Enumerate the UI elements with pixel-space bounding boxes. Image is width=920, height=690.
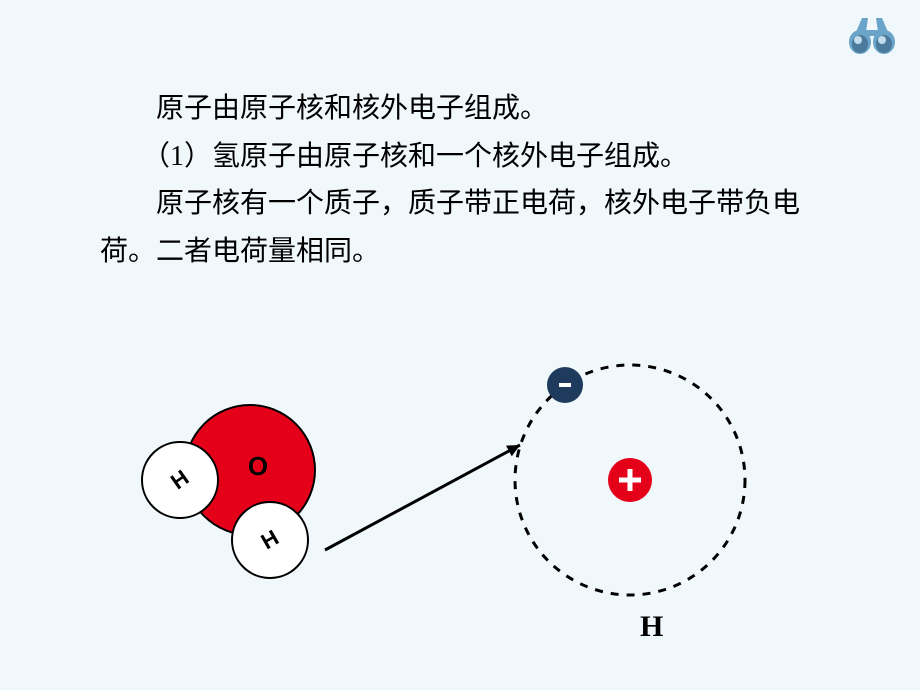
main-text: 原子由原子核和核外电子组成。 （1）氢原子由原子核和一个核外电子组成。 原子核有… [100,85,840,275]
binoculars-icon [846,12,898,62]
svg-text:O: O [248,451,268,481]
hydrogen-atom-model [490,350,780,635]
text-line-3: 原子核有一个质子，质子带正电荷，核外电子带负电荷。二者电荷量相同。 [100,180,840,275]
hydrogen-label: H [640,610,663,644]
water-molecule: OHH [120,370,400,635]
text-line-2: （1）氢原子由原子核和一个核外电子组成。 [100,133,840,181]
diagram-area: OHH H [120,340,800,640]
text-line-1: 原子由原子核和核外电子组成。 [100,85,840,133]
